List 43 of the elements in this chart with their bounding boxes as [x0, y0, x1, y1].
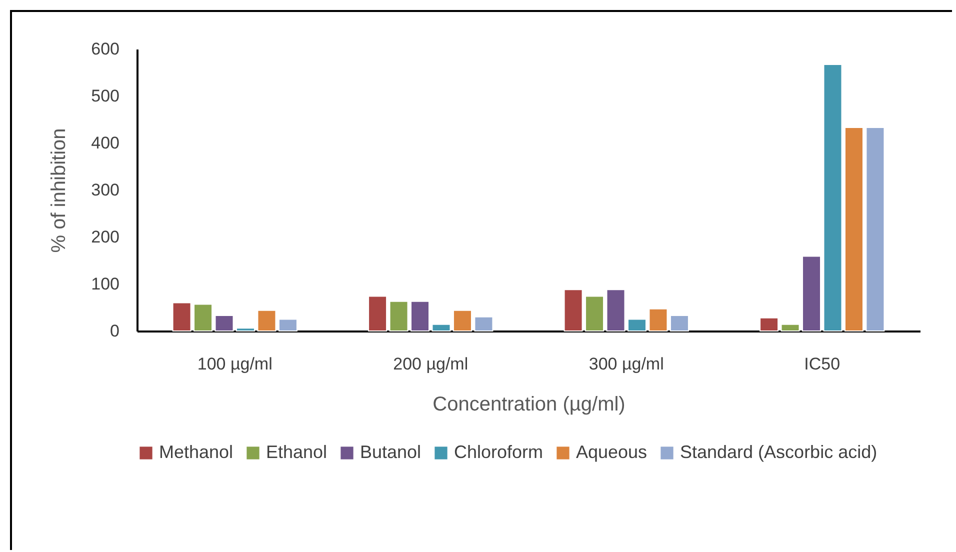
- legend-label: Standard (Ascorbic acid): [680, 442, 878, 462]
- bar: [844, 126, 864, 332]
- x-tick-label: 300 µg/ml: [588, 354, 664, 374]
- bar: [606, 289, 626, 332]
- bar: [585, 296, 604, 332]
- bar: [257, 310, 276, 332]
- legend-label: Methanol: [159, 442, 234, 462]
- x-axis-title: Concentration (µg/ml): [432, 394, 626, 416]
- y-tick-label: 400: [91, 134, 120, 152]
- bar: [866, 126, 885, 332]
- legend-label: Aqueous: [576, 442, 648, 462]
- legend-label: Chloroform: [454, 442, 544, 462]
- bar: [410, 300, 430, 332]
- bar: [278, 318, 298, 332]
- bar: [236, 328, 255, 332]
- legend-label: Ethanol: [266, 442, 328, 462]
- bar: [802, 256, 822, 332]
- bar: [389, 300, 408, 332]
- bar: [670, 314, 689, 332]
- bar: [760, 317, 779, 332]
- bar: [452, 310, 472, 332]
- x-tick-label: 100 µg/ml: [197, 354, 272, 374]
- bar: [474, 316, 494, 332]
- legend-label: Butanol: [360, 442, 422, 462]
- bar: [823, 64, 842, 332]
- bar: [172, 302, 192, 332]
- y-tick-label: 500: [91, 86, 120, 106]
- bar: [780, 324, 800, 332]
- y-tick-label: 100: [91, 274, 120, 294]
- bar: [627, 318, 646, 332]
- x-tick-label: 200 µg/ml: [393, 354, 468, 374]
- bar: [564, 289, 583, 332]
- y-tick-label: 600: [91, 40, 120, 58]
- bar: [368, 296, 388, 332]
- y-tick-label: 300: [91, 180, 120, 200]
- bar: [214, 314, 234, 332]
- y-axis-title: % of inhibition: [48, 128, 70, 253]
- bar: [648, 308, 668, 332]
- bar: [432, 324, 451, 332]
- y-tick-label: 0: [110, 322, 120, 340]
- x-tick-label: IC50: [804, 354, 840, 374]
- y-tick-label: 200: [91, 228, 120, 246]
- bar: [194, 304, 213, 332]
